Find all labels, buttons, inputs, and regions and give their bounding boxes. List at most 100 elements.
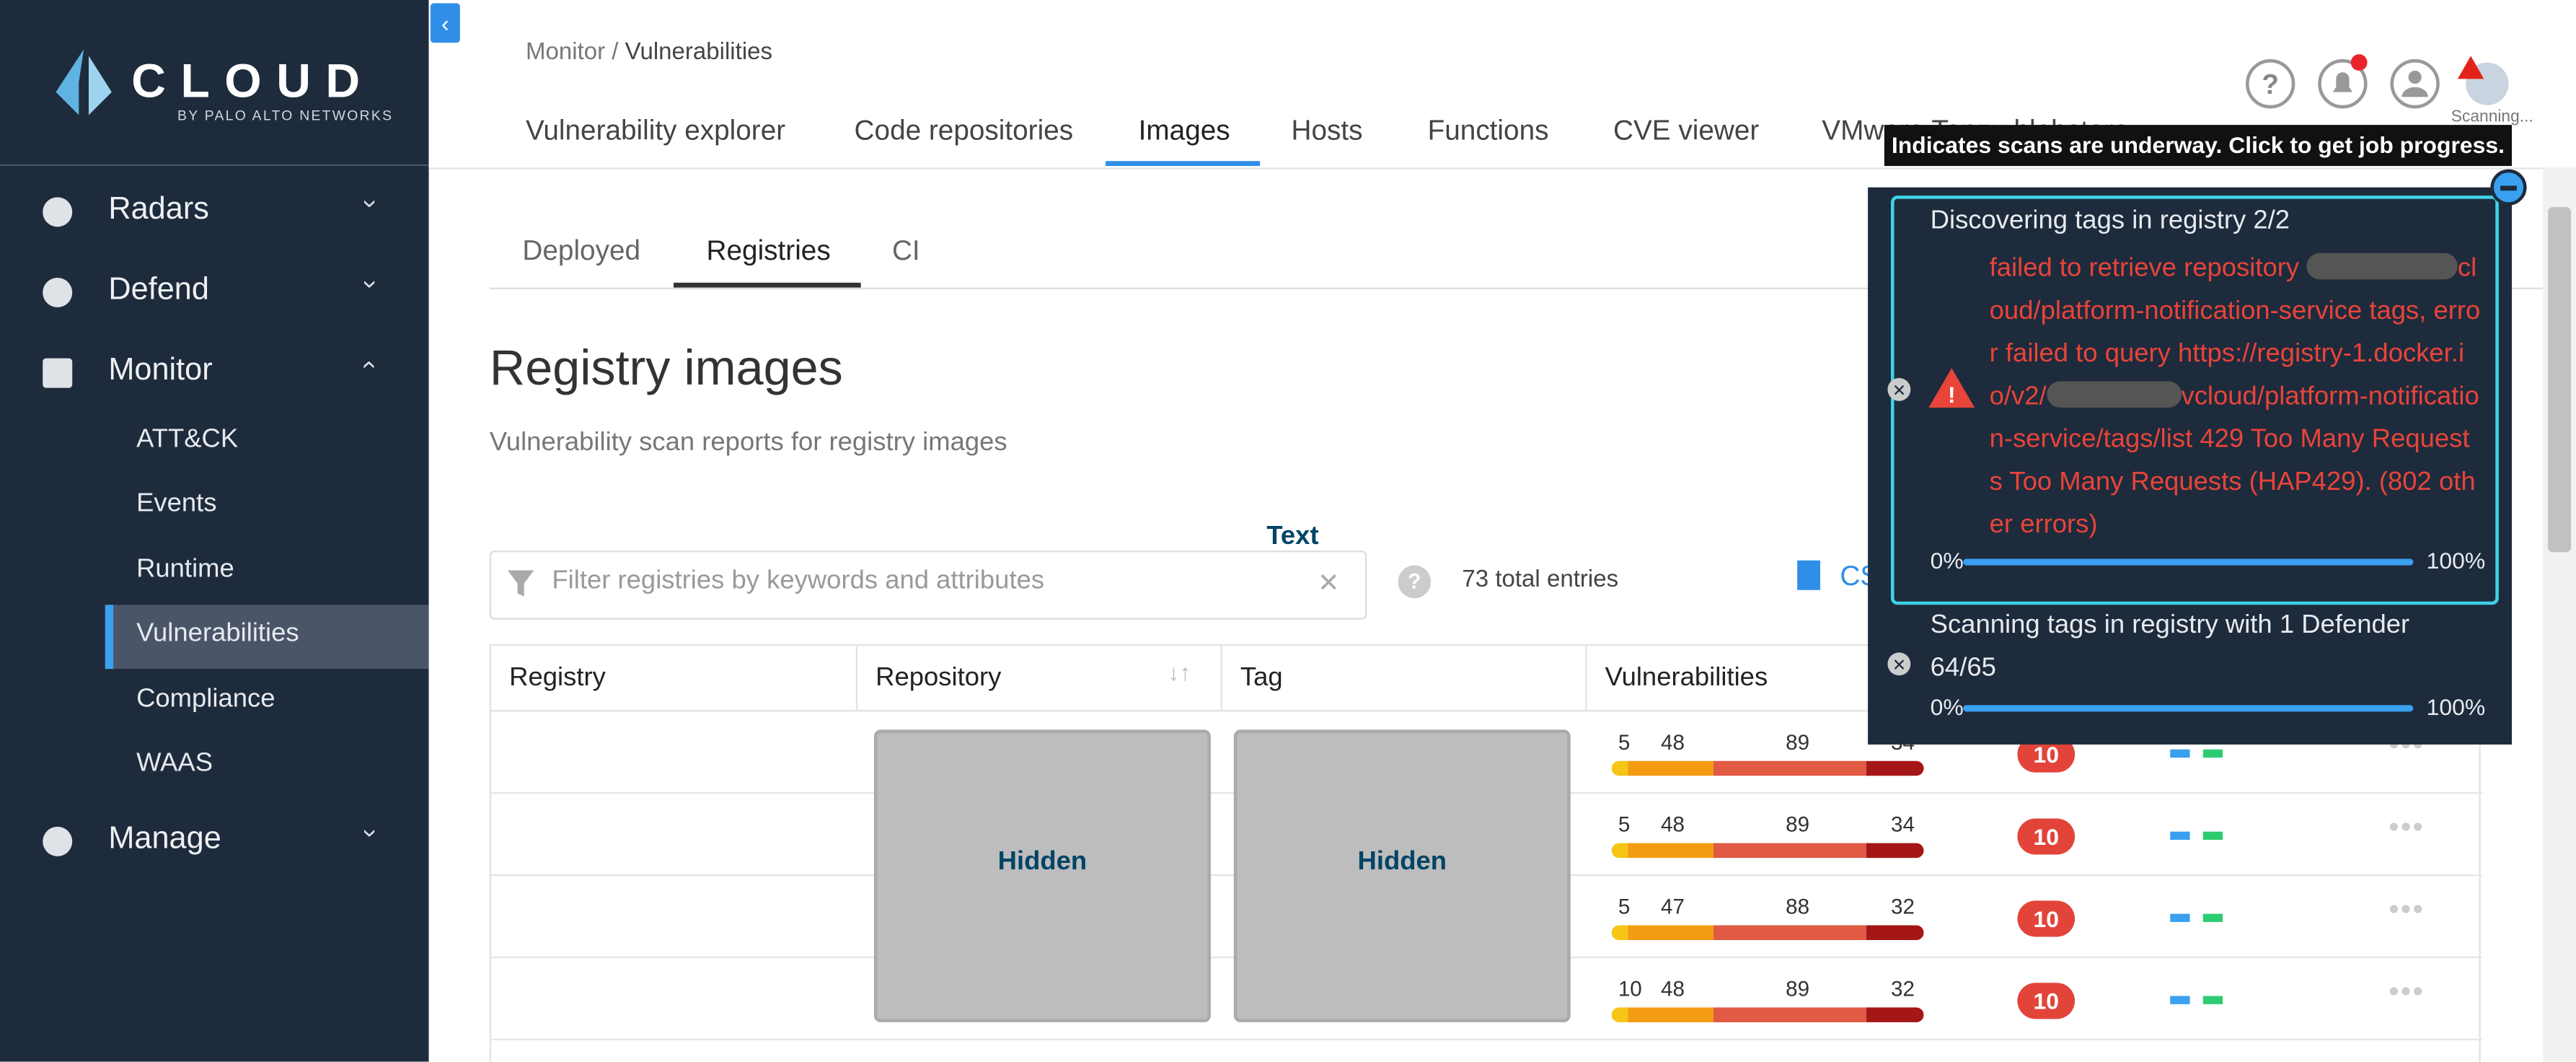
nav-icon [43, 358, 73, 388]
nav-subitem[interactable]: Runtime [136, 555, 234, 584]
nav-subitem[interactable]: WAAS [136, 749, 213, 778]
sub-tab[interactable]: Registries [706, 234, 831, 267]
job-error: failed to retrieve repository cloud/plat… [1990, 248, 2482, 548]
nav-subitem[interactable]: Events [136, 490, 217, 519]
hidden-tag: Hidden [1233, 729, 1571, 1022]
vuln-count: 10 [1618, 976, 1642, 1001]
breadcrumb: Monitor / Vulnerabilities [526, 40, 772, 66]
nav-tab[interactable]: Functions [1427, 115, 1549, 146]
nav-tab[interactable]: Vulnerability explorer [525, 115, 786, 146]
row-line [491, 1038, 2483, 1040]
jobs-popup: Discovering tags in registry 2/2 failed … [1868, 169, 2527, 745]
vuln-segment [1713, 760, 1866, 776]
progress-end: 100% [2426, 693, 2486, 720]
redacted [2046, 381, 2182, 408]
status-blue [2170, 749, 2190, 758]
hidden-repository: Hidden [873, 729, 1211, 1022]
scrollbar[interactable] [2543, 167, 2576, 1062]
nav-subitem[interactable]: ATT&CK [136, 426, 239, 454]
breadcrumb-parent[interactable]: Monitor / [525, 39, 625, 66]
sub-tab[interactable]: Deployed [522, 234, 641, 267]
vuln-segment [1713, 1007, 1866, 1022]
vuln-count: 89 [1786, 729, 1810, 755]
job-icon: ✕ [1887, 652, 1911, 676]
active-bg [105, 605, 429, 670]
breadcrumb-current: Vulnerabilities [625, 39, 773, 66]
vuln-count: 48 [1661, 729, 1685, 755]
progress-bar [1963, 558, 2414, 566]
sub-tab[interactable]: CI [891, 234, 920, 267]
vuln-count: 89 [1786, 976, 1810, 1001]
active-bar [105, 605, 114, 670]
vuln-segment [1611, 1007, 1628, 1022]
nav-subitem[interactable]: Compliance [136, 685, 275, 713]
vuln-count: 5 [1618, 812, 1631, 837]
collapse-popup[interactable] [2490, 169, 2527, 206]
nav-item[interactable]: Manage [108, 822, 221, 856]
nav-item[interactable]: Defend [108, 273, 209, 307]
column-header[interactable]: Repository [857, 646, 1222, 712]
filter-icon [507, 570, 534, 597]
collapse-button[interactable]: ‹ [430, 3, 460, 43]
filter-placeholder: Filter registries by keywords and attrib… [552, 566, 1045, 595]
svg-text:!: ! [1948, 382, 1956, 408]
column-header[interactable]: Tag [1222, 646, 1587, 712]
status-green [2202, 913, 2223, 922]
vuln-count: 48 [1661, 812, 1685, 837]
vuln-segment [1611, 760, 1628, 776]
job-title: Scanning tags in registry with 1 Defende… [1930, 611, 2410, 683]
vuln-segment [1713, 925, 1866, 941]
vuln-segment [1628, 1007, 1713, 1022]
nav-item[interactable]: Radars [108, 192, 209, 227]
sidebar: CLOUD BY PALO ALTO NETWORKS Radars › Defen… [0, 0, 429, 1062]
brand: CLOUD [131, 56, 375, 109]
subtab-underline [673, 282, 861, 288]
scan-label[interactable]: Scanning... [2451, 108, 2533, 127]
progress-bar [1963, 705, 2414, 712]
status-green [2202, 996, 2223, 1004]
nav-tab[interactable]: Hosts [1291, 115, 1363, 146]
vuln-count: 5 [1618, 894, 1631, 919]
vuln-count: 47 [1661, 894, 1685, 919]
nav-icon [43, 826, 73, 856]
status-green [2202, 749, 2223, 758]
row-actions[interactable]: ••• [2388, 974, 2425, 1008]
vuln-segment [1628, 925, 1713, 941]
vuln-segment [1866, 1007, 1924, 1022]
vuln-count: 88 [1786, 894, 1810, 919]
nav-tab[interactable]: Images [1138, 115, 1230, 146]
clear-icon[interactable]: ✕ [1317, 570, 1340, 599]
vuln-count: 48 [1661, 976, 1685, 1001]
total-entries: 73 total entries [1462, 566, 1619, 594]
subtab-line [489, 287, 2544, 289]
nav-icon [43, 277, 73, 307]
status-blue [2170, 996, 2190, 1004]
svg-text:✕: ✕ [1892, 381, 1906, 400]
nav-tab[interactable]: Code repositories [854, 115, 1074, 146]
vuln-count: 32 [1890, 976, 1915, 1001]
brand-sub: BY PALO ALTO NETWORKS [177, 107, 394, 123]
svg-text:✕: ✕ [1892, 655, 1906, 674]
column-header[interactable]: Registry [491, 646, 858, 712]
filter-box[interactable]: Filter registries by keywords and attrib… [489, 550, 1367, 620]
header-icons: ? [2246, 54, 2509, 109]
row-actions[interactable]: ••• [2388, 892, 2425, 926]
nav-icon [43, 197, 73, 227]
vuln-count: 34 [1890, 812, 1915, 837]
vuln-segment [1866, 760, 1924, 776]
row-actions[interactable]: ••• [2388, 810, 2425, 843]
risk-badge: 10 [2017, 983, 2076, 1019]
page-subtitle: Vulnerability scan reports for registry … [489, 429, 1007, 457]
job-title: Discovering tags in registry 2/2 [1930, 207, 2290, 235]
progress-start: 0% [1930, 547, 1964, 574]
help-icon[interactable]: ? [1398, 565, 1432, 599]
vuln-segment [1611, 843, 1628, 859]
job-icons: ✕! [1887, 368, 1975, 408]
tab-underline [1106, 161, 1261, 167]
nav-item[interactable]: Monitor [108, 353, 213, 388]
nav-subitem[interactable]: Vulnerabilities [136, 620, 299, 648]
nav-tab[interactable]: CVE viewer [1613, 115, 1760, 146]
hidden-label: Hidden [1357, 848, 1447, 877]
page-title: Registry images [489, 341, 843, 396]
